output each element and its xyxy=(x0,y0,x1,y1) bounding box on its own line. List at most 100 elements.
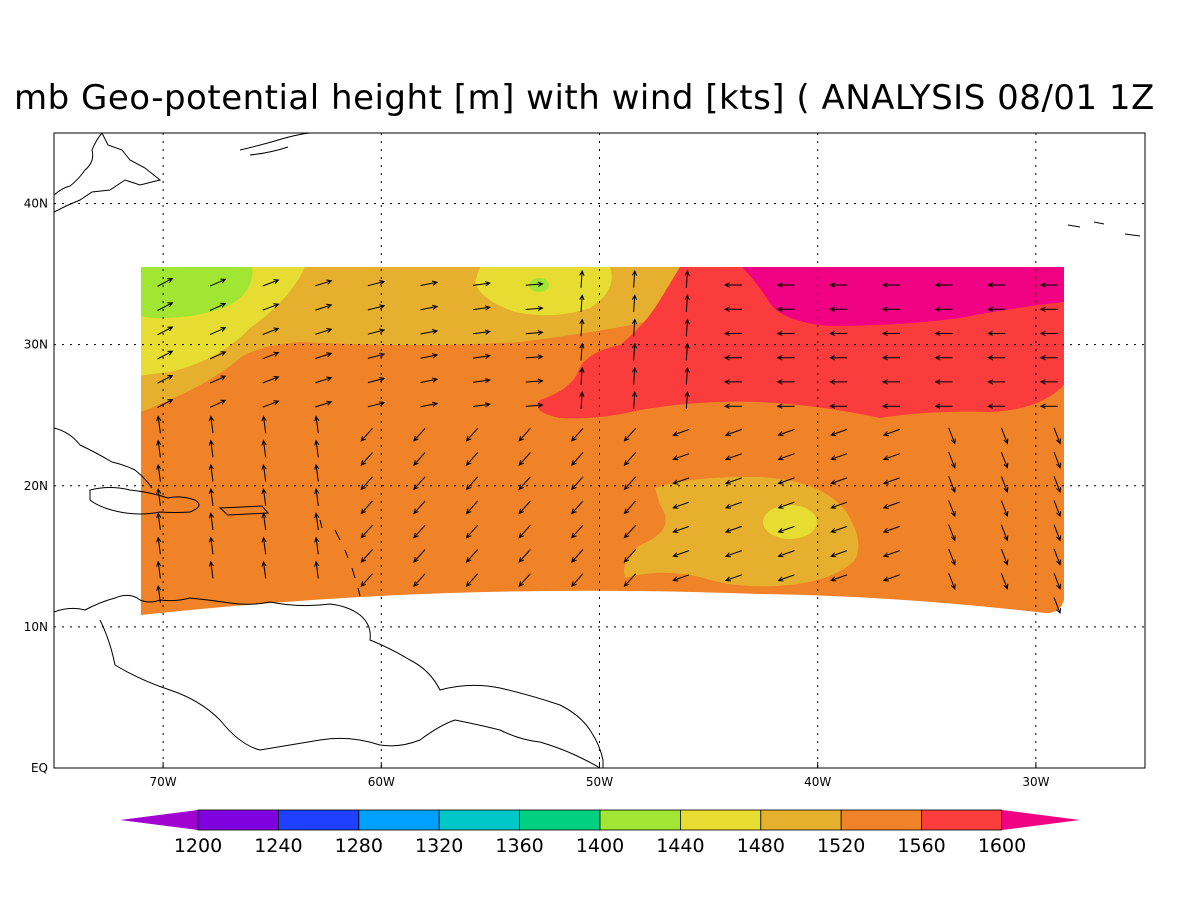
wind-arrow xyxy=(948,548,956,566)
wind-arrow xyxy=(882,574,900,582)
wind-arrow xyxy=(1000,476,1009,493)
wind-arrow xyxy=(367,401,386,408)
wind-arrow xyxy=(262,279,280,287)
wind-arrow xyxy=(1000,524,1009,542)
lon-tick-label: 30W xyxy=(1022,775,1049,789)
colorbar-swatch xyxy=(358,809,440,831)
wind-arrow xyxy=(579,318,585,337)
wind-arrow xyxy=(723,330,742,337)
wind-arrow xyxy=(360,573,373,588)
wind-arrow xyxy=(724,525,742,533)
wind-arrow xyxy=(672,477,690,485)
wind-arrow xyxy=(208,488,215,506)
wind-arrow xyxy=(881,306,900,312)
wind-arrow xyxy=(777,477,795,485)
wind-arrow xyxy=(776,282,795,288)
wind-arrow xyxy=(882,453,900,461)
wind-arrow xyxy=(413,427,426,442)
wind-arrow xyxy=(723,355,742,361)
colorbar-level-label: 1200 xyxy=(174,835,222,857)
wind-arrow xyxy=(315,376,333,384)
lat-tick-label: EQ xyxy=(31,761,48,775)
wind-arrow xyxy=(1053,451,1061,469)
coast-cuba xyxy=(54,427,153,489)
wind-arrow xyxy=(987,282,1006,288)
wind-vectors xyxy=(156,269,1061,615)
wind-arrow xyxy=(156,488,162,506)
lon-tick-labels: 70W 60W 50W 40W 30W xyxy=(150,775,1050,789)
lon-tick-label: 60W xyxy=(368,775,395,789)
wind-arrow xyxy=(623,573,637,588)
wind-arrow xyxy=(518,573,531,588)
colorbar-swatch xyxy=(519,809,601,831)
wind-arrow xyxy=(157,326,174,336)
colorbar-level-label: 1240 xyxy=(254,835,302,857)
wind-arrow xyxy=(156,439,162,458)
coast-south-america xyxy=(54,594,604,768)
wind-arrow xyxy=(1039,330,1058,337)
colorbar: 1200 1240 1280 1320 1360 1400 1440 1480 1520 1560… xyxy=(120,809,1080,857)
wind-arrow xyxy=(525,281,544,287)
band-1440-1480-south-spot xyxy=(763,505,817,539)
wind-arrow xyxy=(672,574,690,582)
wind-arrow xyxy=(413,524,426,539)
colorbar-level-label: 1320 xyxy=(415,835,463,857)
wind-arrow xyxy=(623,500,637,515)
wind-arrow xyxy=(934,306,953,312)
coastlines xyxy=(54,133,1141,768)
colorbar-swatch xyxy=(197,809,279,831)
wind-arrow xyxy=(473,305,491,311)
wind-arrow xyxy=(684,318,690,337)
wind-arrow xyxy=(776,330,795,337)
wind-arrow xyxy=(579,342,585,361)
coast-north-america xyxy=(54,133,103,196)
wind-arrow xyxy=(777,550,795,558)
wind-arrow xyxy=(948,573,956,590)
wind-arrow xyxy=(518,524,531,539)
wind-arrow xyxy=(631,342,638,361)
lon-tick-label: 50W xyxy=(586,775,613,789)
wind-arrow xyxy=(631,269,638,288)
wind-arrow xyxy=(465,500,479,515)
wind-arrow xyxy=(473,281,491,287)
wind-arrow xyxy=(987,355,1006,361)
wind-arrow xyxy=(1000,548,1009,566)
wind-arrow xyxy=(829,355,848,361)
wind-arrow xyxy=(684,366,690,385)
colorbar-level-label: 1480 xyxy=(737,835,785,857)
band-1400-1440-spot xyxy=(529,278,549,292)
lat-tick-label: 10N xyxy=(24,620,48,634)
wind-arrow xyxy=(157,399,174,408)
wind-arrow xyxy=(465,452,479,466)
wind-arrow xyxy=(672,501,690,509)
wind-arrow xyxy=(208,560,215,579)
colorbar-level-label: 1280 xyxy=(335,835,383,857)
wind-arrow xyxy=(367,328,386,335)
wind-arrow xyxy=(684,269,690,288)
wind-arrow xyxy=(262,303,280,311)
wind-arrow xyxy=(314,439,320,458)
wind-arrow xyxy=(209,375,227,384)
lat-tick-label: 40N xyxy=(24,197,48,211)
wind-arrow xyxy=(473,329,491,335)
wind-arrow xyxy=(987,306,1006,312)
wind-arrow xyxy=(360,427,373,442)
colorbar-low-triangle xyxy=(120,810,198,830)
wind-arrow xyxy=(684,342,690,361)
wind-arrow xyxy=(724,477,742,485)
wind-arrow xyxy=(631,294,638,313)
wind-arrow xyxy=(518,476,531,491)
wind-arrow xyxy=(315,400,333,408)
colorbar-level-label: 1520 xyxy=(817,835,865,857)
coast-puerto-rico xyxy=(218,505,270,516)
wind-arrow xyxy=(631,391,638,409)
colorbar-swatch xyxy=(599,809,681,831)
wind-arrow xyxy=(1000,427,1009,445)
wind-arrow xyxy=(413,573,426,588)
colorbar-swatch xyxy=(277,809,360,831)
wind-arrow xyxy=(829,330,848,337)
colorbar-swatch xyxy=(840,809,923,831)
wind-arrow xyxy=(157,302,174,311)
wind-arrow xyxy=(420,329,439,335)
wind-arrow xyxy=(579,294,585,313)
